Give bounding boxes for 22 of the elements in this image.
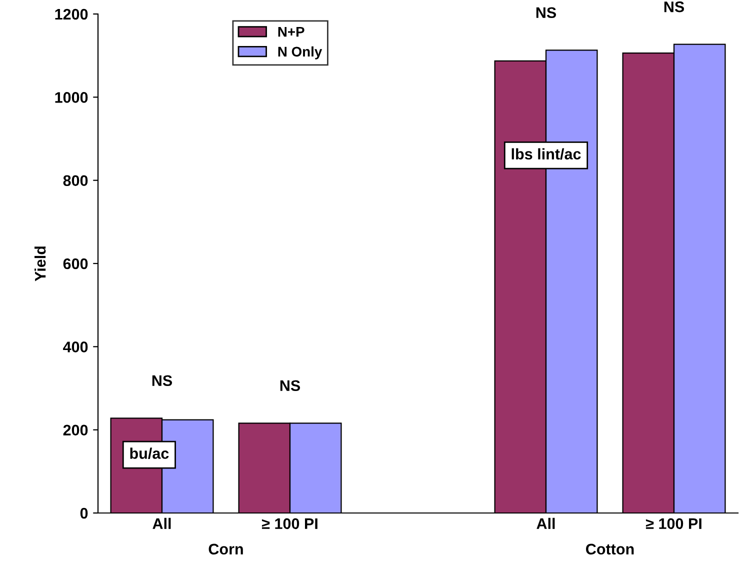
y-tick-label: 1000: [55, 92, 88, 103]
annotation: bu/ac: [130, 448, 169, 460]
y-tick-label: 0: [80, 508, 88, 519]
y-tick-label: 1200: [55, 8, 88, 20]
annotation: NS: [152, 375, 172, 386]
text: Cotton: [586, 544, 634, 555]
y-tick-label: 600: [63, 258, 88, 270]
annotation: NS: [280, 380, 300, 392]
text: Corn: [208, 544, 243, 555]
annotation: NS: [536, 7, 556, 18]
x-tick-label: ≥ 100 PI: [646, 518, 702, 530]
y-axis-title: Yield: [34, 246, 46, 282]
x-tick-label: All: [536, 518, 555, 529]
text: NS: [664, 1, 684, 12]
x-tick-label: All: [152, 518, 171, 529]
x-tick-label: ≥ 100 PI: [262, 518, 318, 530]
y-tick-label: 200: [63, 424, 88, 436]
annotation: lbs lint/ac: [512, 148, 581, 160]
y-tick-label: 400: [63, 342, 88, 352]
legend-label: N+P: [278, 27, 304, 37]
y-tick-label: 800: [63, 175, 88, 186]
legend-label: N Only: [278, 46, 322, 60]
